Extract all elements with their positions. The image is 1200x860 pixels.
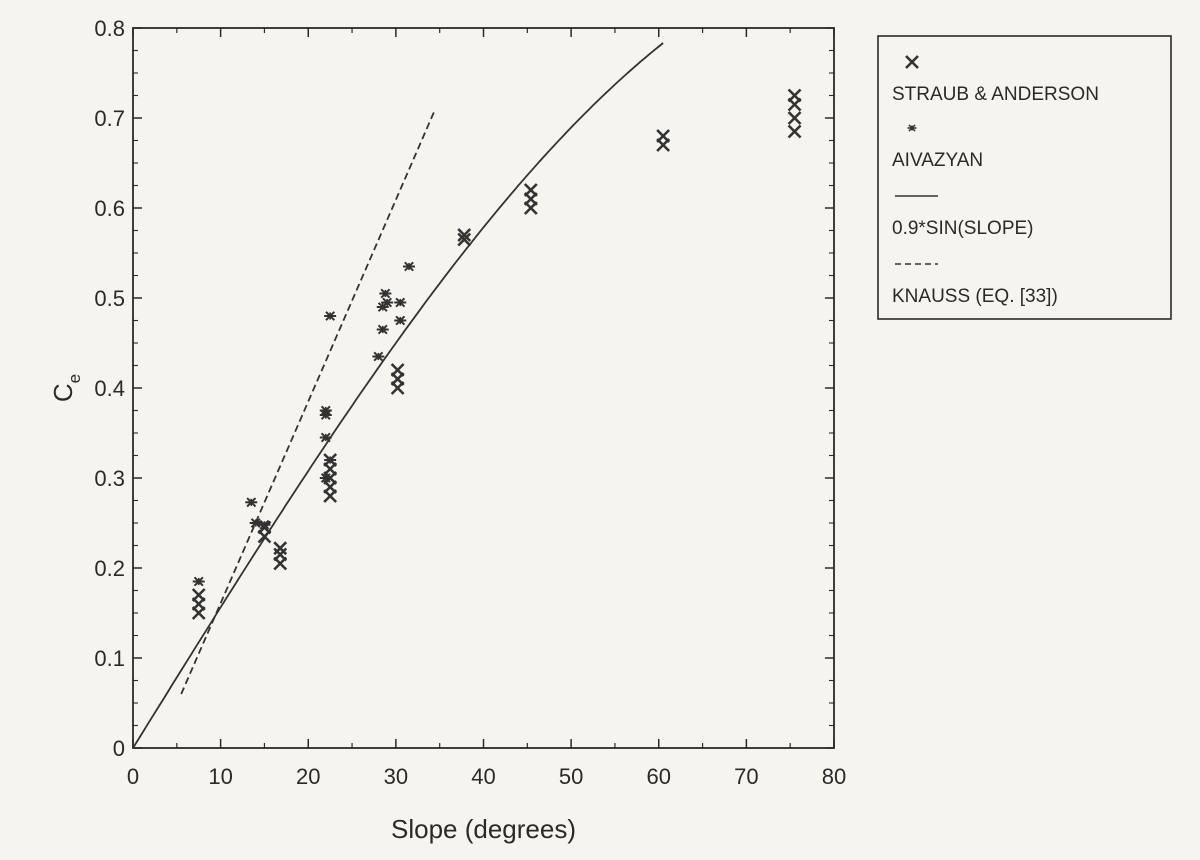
x-marker (390, 363, 405, 377)
x-axis-title: Slope (degrees) (391, 814, 576, 844)
asterisk-marker (376, 324, 389, 335)
y-axis-title-subscript: e (65, 374, 84, 383)
x-marker (787, 111, 802, 125)
y-tick-label: 0.8 (94, 16, 125, 41)
legend-label: AIVAZYAN (892, 150, 983, 171)
legend-label: STRAUB & ANDERSON (892, 84, 1099, 105)
x-tick-label: 30 (384, 764, 408, 789)
asterisk-marker (381, 297, 394, 308)
x-tick-label: 20 (296, 764, 320, 789)
x-marker (905, 55, 919, 69)
asterisk-marker (324, 455, 337, 465)
legend-entry: STRAUB & ANDERSON (892, 55, 1099, 105)
y-tick-label: 0.2 (94, 556, 125, 581)
y-tick-label: 0 (113, 736, 125, 761)
x-marker-stroke (787, 124, 802, 139)
x-marker (273, 541, 288, 556)
asterisk-marker (319, 410, 332, 420)
legend-box (877, 35, 1172, 320)
y-tick-label: 0.7 (94, 106, 125, 131)
plot-area (132, 27, 835, 749)
x-tick-label: 80 (822, 764, 846, 789)
asterisk-marker (319, 473, 332, 483)
x-tick-label: 40 (471, 764, 495, 789)
asterisk-marker (324, 311, 337, 321)
x-marker (273, 547, 288, 562)
x-marker-stroke (905, 55, 919, 69)
asterisk-marker (394, 315, 407, 326)
dashed-line (180, 108, 437, 695)
legend-entry: 0.9*SIN(SLOPE) (892, 195, 1034, 239)
asterisk-marker (372, 351, 385, 362)
asterisk-marker (907, 124, 917, 132)
asterisk-marker (379, 288, 392, 299)
asterisk-marker (394, 297, 407, 308)
legend-label: KNAUSS (EQ. [33]) (892, 286, 1058, 307)
y-tick-label: 0.6 (94, 196, 125, 221)
series (132, 42, 802, 749)
asterisk-marker (258, 519, 271, 530)
x-tick-label: 0 (127, 764, 139, 789)
x-tick-label: 60 (647, 764, 671, 789)
series-straub-anderson (191, 88, 802, 620)
x-marker (523, 183, 538, 197)
x-marker-stroke (656, 129, 671, 143)
x-marker-stroke (787, 111, 802, 125)
x-marker (191, 588, 206, 602)
x-marker-stroke (523, 183, 538, 197)
x-marker (656, 129, 671, 143)
legend-entry: KNAUSS (EQ. [33]) (892, 263, 1058, 307)
legend-entry: AIVAZYAN (892, 124, 983, 171)
y-axis-title: Ce (48, 374, 84, 402)
asterisk-marker (245, 497, 258, 508)
x-marker (787, 124, 802, 139)
x-marker-stroke (273, 541, 288, 556)
asterisk-marker (249, 518, 262, 528)
y-tick-label: 0.3 (94, 466, 125, 491)
x-marker (457, 232, 472, 247)
x-marker-stroke (390, 363, 405, 377)
series-0-9-sin-slope (132, 42, 664, 749)
axes: 0 10 20 30 40 50 60 70 80 0 0.1 0.2 0.3 0.4 0.5 0.6 0.7 0… (48, 16, 846, 844)
x-marker-stroke (787, 88, 802, 103)
legend-label: 0.9*SIN(SLOPE) (892, 218, 1034, 239)
x-tick-label: 70 (734, 764, 758, 789)
y-tick-label: 0.1 (94, 646, 125, 671)
series-knauss-eq-33 (180, 108, 437, 695)
x-marker-stroke (457, 228, 472, 242)
y-tick-label: 0.5 (94, 286, 125, 311)
plot-frame (132, 27, 835, 749)
x-marker-stroke (457, 232, 472, 247)
solid-line (132, 42, 664, 749)
x-marker (787, 88, 802, 103)
asterisk-marker (403, 261, 416, 272)
x-tick-label: 10 (208, 764, 232, 789)
y-tick-label: 0.4 (94, 376, 125, 401)
asterisk-marker (192, 576, 205, 587)
x-marker (457, 228, 472, 242)
x-tick-label: 50 (559, 764, 583, 789)
legend: STRAUB & ANDERSON AIVAZYAN 0.9*SIN(SLOPE) K… (877, 35, 1172, 320)
x-marker-stroke (191, 588, 206, 602)
series-aivazyan (192, 261, 416, 587)
